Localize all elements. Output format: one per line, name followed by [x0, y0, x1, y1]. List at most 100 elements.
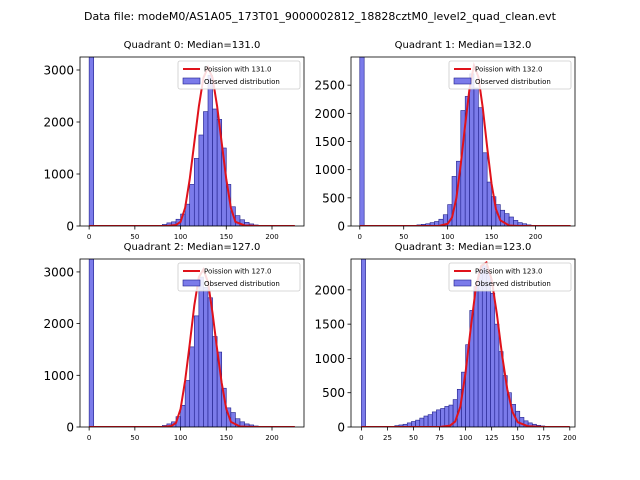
- legend-label-observed: Observed distribution: [204, 78, 280, 86]
- x-tick-label: 50: [130, 434, 139, 442]
- subplot-title: Quadrant 0: Median=131.0: [124, 40, 261, 51]
- y-tick-label: 1000: [314, 163, 345, 177]
- y-tick-label: 1000: [43, 168, 74, 182]
- x-tick-label: 125: [485, 434, 498, 442]
- x-tick-label: 175: [537, 434, 550, 442]
- histogram-bar: [198, 134, 204, 226]
- subplot-quadrant-2: Quadrant 2: Median=127.00 50 100 150 2000100…: [43, 242, 305, 442]
- histogram-bar: [359, 57, 365, 226]
- histogram-bar: [490, 292, 496, 427]
- histogram-bar: [419, 417, 425, 427]
- y-tick-label: 2500: [314, 79, 345, 93]
- histogram-bar: [473, 286, 479, 427]
- histogram-bar: [486, 272, 491, 427]
- x-tick-label: 150: [220, 434, 233, 442]
- legend-box: [177, 60, 301, 90]
- x-tick-label: 0: [87, 434, 91, 442]
- legend-box: [177, 262, 301, 292]
- histogram-bar: [203, 287, 209, 427]
- x-tick-label: 150: [511, 434, 524, 442]
- histogram-bar: [431, 411, 437, 427]
- x-tick-label: 25: [383, 434, 392, 442]
- histogram-bar: [423, 415, 429, 427]
- y-tick-label: 1000: [43, 369, 74, 383]
- histogram-bar: [494, 323, 500, 427]
- histogram-bar: [198, 276, 204, 427]
- histogram-bar: [415, 419, 421, 427]
- y-tick-label: 2000: [43, 317, 74, 331]
- histogram-bar: [189, 184, 195, 226]
- legend: Poission with 127.0 Observed distribution: [177, 262, 301, 292]
- subplot-quadrant-3: Quadrant 3: Median=123.0 0 25 50 75 100 125 150…: [314, 242, 576, 442]
- legend: Poission with 123.0 Observed distribution: [448, 262, 572, 292]
- legend: Poission with 131.0 Observed distribution: [177, 60, 301, 90]
- x-tick-label: 100: [174, 434, 187, 442]
- y-tick-label: 500: [322, 191, 345, 205]
- legend-bar-swatch: [453, 279, 472, 287]
- histogram-bar: [207, 297, 213, 427]
- legend-bar-swatch: [182, 77, 201, 85]
- histogram-bar: [184, 380, 191, 427]
- y-tick-label: 0: [66, 421, 74, 435]
- histogram-bar: [482, 152, 488, 226]
- histogram-bar: [189, 346, 195, 427]
- x-tick-label: 75: [435, 434, 444, 442]
- histogram-bar: [193, 158, 200, 226]
- subplot-title: Quadrant 3: Median=123.0: [395, 242, 532, 253]
- x-tick-label: 50: [399, 233, 408, 241]
- legend-label-observed: Observed distribution: [475, 78, 551, 86]
- y-tick-label: 0: [337, 421, 345, 435]
- x-tick-label: 100: [459, 434, 472, 442]
- x-tick-label: 200: [265, 434, 278, 442]
- histogram-bar: [207, 74, 213, 226]
- legend-box: [448, 262, 572, 292]
- histogram-bar: [427, 414, 433, 427]
- legend-bar-swatch: [182, 279, 201, 287]
- poisson-curve: [361, 260, 570, 427]
- legend-label-observed: Observed distribution: [475, 280, 551, 288]
- axes-frame: [79, 56, 305, 227]
- y-tick-label: 1500: [314, 135, 345, 149]
- subplot-title: Quadrant 1: Median=132.0: [395, 40, 532, 51]
- legend-bar-swatch: [453, 77, 472, 85]
- legend: Poission with 132.0 Observed distribution: [448, 60, 572, 90]
- y-tick-label: 2000: [314, 107, 345, 121]
- x-tick-label: 0: [358, 233, 362, 241]
- x-tick-label: 100: [441, 233, 454, 241]
- x-tick-label: 0: [87, 233, 91, 241]
- histogram-bar: [212, 108, 218, 226]
- legend-label-poisson: Poission with 132.0: [475, 66, 543, 74]
- x-tick-label: 50: [130, 233, 139, 241]
- y-tick-label: 2000: [43, 116, 74, 130]
- y-tick-label: 1500: [314, 318, 345, 332]
- x-tick-label: 200: [529, 233, 542, 241]
- histogram-bar: [440, 408, 446, 427]
- legend-box: [448, 60, 572, 90]
- x-tick-label: 200: [265, 233, 278, 241]
- histogram-bar: [444, 406, 450, 427]
- y-tick-label: 1000: [314, 352, 345, 366]
- legend-label-poisson: Poission with 131.0: [204, 66, 272, 74]
- histogram-bars: [88, 259, 264, 427]
- y-tick-label: 2000: [314, 283, 345, 297]
- histogram-bar: [203, 111, 209, 226]
- y-tick-label: 500: [322, 386, 345, 400]
- histogram-bar: [361, 259, 366, 427]
- y-tick-label: 3000: [43, 265, 74, 279]
- axes-frame: [350, 258, 576, 428]
- x-tick-label: 200: [563, 434, 576, 442]
- x-tick-label: 100: [174, 233, 187, 241]
- subplot-title: Quadrant 2: Median=127.0: [124, 242, 261, 253]
- histogram-bars: [361, 259, 550, 427]
- histogram-bar: [436, 409, 441, 427]
- x-tick-label: 150: [220, 233, 233, 241]
- subplot-quadrant-1: Quadrant 1: Median=132.00 50 100 150 2000500…: [314, 40, 576, 241]
- subplot-quadrant-0: Quadrant 0: Median=131.0 0 50 100 150 2000 100…: [43, 40, 305, 241]
- histogram-bar: [486, 181, 492, 226]
- histogram-bar: [469, 73, 475, 226]
- legend-label-observed: Observed distribution: [204, 280, 280, 288]
- histogram-bar: [473, 87, 479, 226]
- legend-label-poisson: Poission with 123.0: [475, 268, 543, 276]
- histogram-bar: [478, 107, 484, 226]
- legend-label-poisson: Poission with 127.0: [204, 268, 272, 276]
